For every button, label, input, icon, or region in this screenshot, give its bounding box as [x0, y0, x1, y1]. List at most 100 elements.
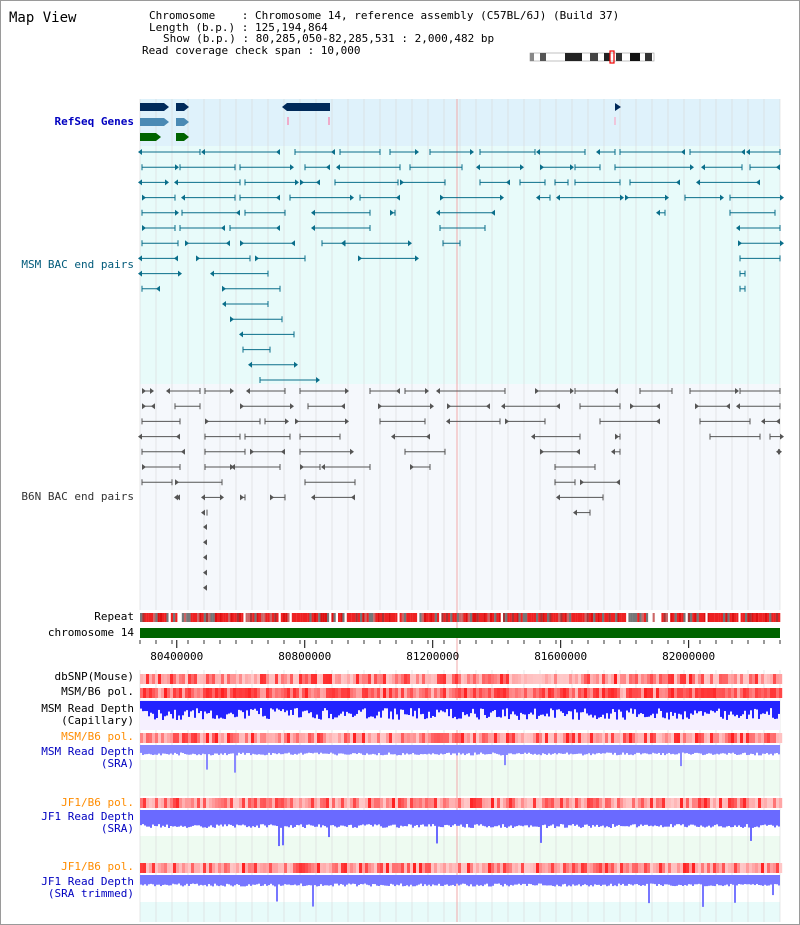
msm-bac-end-marker: [239, 331, 243, 338]
jf1-depth-trim-bar: [222, 875, 224, 886]
dbsnp-heat-cell: [479, 674, 483, 684]
dbsnp-heat-cell: [356, 674, 360, 684]
jf1-b6-pol-trim-heat-cell: [185, 863, 189, 873]
msm-depth-sra-bar: [536, 745, 538, 755]
ideogram-band: [630, 53, 640, 61]
jf1-b6-pol-trim-heat-cell: [155, 863, 159, 873]
jf1-depth-trim-bar: [436, 875, 438, 886]
jf1-b6-pol-heat-cell: [680, 798, 684, 808]
jf1-depth-sra-bar: [642, 810, 644, 826]
jf1-depth-sra-bar: [698, 810, 700, 827]
repeat-element: [184, 613, 187, 622]
track-label-jf1-b6-pol-trimmed: JF1/B6 pol.: [61, 860, 134, 873]
jf1-b6-pol-heat-cell: [254, 798, 258, 808]
jf1-b6-pol-heat-cell: [422, 798, 426, 808]
repeat-element: [344, 613, 347, 622]
jf1-depth-sra-bar: [600, 810, 602, 827]
jf1-b6-pol-heat-cell: [758, 798, 762, 808]
jf1-depth-sra-bar: [150, 810, 152, 828]
dbsnp-heat-cell: [662, 674, 666, 684]
jf1-depth-trim-bar: [634, 875, 636, 885]
b6n-bac-end-marker: [761, 418, 765, 425]
msm-depth-capillary-bar: [728, 701, 730, 715]
jf1-depth-trim-bar: [534, 875, 536, 886]
msm-depth-sra-bar: [226, 745, 228, 756]
jf1-depth-trim-bar: [390, 875, 392, 884]
jf1-depth-trim-bar: [330, 875, 332, 886]
jf1-depth-trim-bar: [352, 875, 354, 884]
dbsnp-heat-cell: [308, 674, 312, 684]
msm-depth-sra-bar: [238, 745, 240, 753]
repeat-element: [278, 613, 281, 622]
msm-b6-pol-sra-heat-cell: [602, 733, 606, 743]
repeat-element: [148, 613, 152, 622]
jf1-b6-pol-heat-cell: [779, 798, 783, 808]
jf1-depth-trim-bar: [208, 875, 210, 885]
msm-depth-capillary-bar: [282, 701, 284, 710]
repeat-element: [243, 613, 246, 622]
msm-depth-sra-bar: [578, 745, 580, 754]
jf1-depth-sra-bar: [646, 810, 648, 825]
track-label-msm-bac[interactable]: MSM BAC end pairs: [21, 258, 134, 271]
msm-depth-capillary-bar: [450, 701, 452, 709]
jf1-b6-pol-heat-cell: [371, 798, 375, 808]
jf1-b6-pol-heat-cell: [233, 798, 237, 808]
msm-depth-capillary-bar: [234, 701, 236, 718]
msm-depth-sra-bar: [748, 745, 750, 755]
dbsnp-heat-cell: [413, 674, 417, 684]
msm-depth-capillary-bar: [332, 701, 334, 720]
jf1-depth-trim-bar: [450, 875, 452, 886]
msm-depth-capillary-bar: [306, 701, 308, 711]
jf1-depth-sra-bar: [194, 810, 196, 826]
repeat-element: [239, 613, 242, 622]
jf1-b6-pol-trim-heat-cell: [200, 863, 204, 873]
repeat-element: [353, 613, 356, 622]
repeat-element: [483, 613, 486, 622]
repeat-element: [410, 613, 413, 622]
msm-depth-capillary-bar: [322, 701, 324, 711]
jf1-b6-pol-trim-heat-cell: [524, 863, 528, 873]
msm-depth-capillary-bar: [176, 701, 178, 720]
jf1-depth-sra-bar: [714, 810, 716, 826]
msm-b6-pol-sra-heat-cell: [662, 733, 666, 743]
msm-b6-pol-sra-heat-cell: [152, 733, 156, 743]
jf1-b6-pol-heat-cell: [572, 798, 576, 808]
repeat-element: [168, 613, 171, 622]
msm-b6-pol-heat-cell: [422, 688, 426, 698]
jf1-b6-pol-heat-cell: [524, 798, 528, 808]
msm-b6-pol-heat-cell: [143, 688, 147, 698]
msm-depth-sra-bar: [248, 745, 250, 754]
dbsnp-heat-cell: [161, 674, 165, 684]
repeat-element: [313, 613, 317, 622]
b6n-bac-end-marker: [142, 403, 146, 410]
msm-bac-end-marker: [436, 209, 440, 216]
track-label-b6n-bac[interactable]: B6N BAC end pairs: [21, 490, 134, 503]
msm-depth-sra-bar: [188, 745, 190, 755]
msm-bac-end-marker: [570, 164, 574, 171]
msm-b6-pol-sra-heat-cell: [365, 733, 369, 743]
track-label-refseq[interactable]: RefSeq Genes: [54, 115, 134, 128]
jf1-depth-trim-bar: [644, 875, 646, 886]
msm-depth-sra-bar: [182, 745, 184, 754]
jf1-b6-pol-heat-cell: [584, 798, 588, 808]
jf1-depth-trim-bar: [720, 875, 722, 886]
jf1-b6-pol-trim-heat-cell: [470, 863, 474, 873]
b6n-bac-end-marker: [396, 388, 400, 394]
repeat-element: [485, 613, 488, 622]
msm-depth-sra-bar: [234, 745, 236, 773]
msm-b6-pol-heat-cell: [203, 688, 207, 698]
jf1-depth-sra-bar: [334, 810, 336, 827]
jf1-b6-pol-heat-cell: [179, 798, 183, 808]
ideogram-band: [645, 53, 652, 61]
msm-b6-pol-heat-cell: [506, 688, 510, 698]
msm-depth-sra-bar: [366, 745, 368, 754]
msm-bac-end-marker: [138, 255, 142, 262]
repeat-element: [520, 613, 523, 622]
msm-b6-pol-heat-cell: [299, 688, 303, 698]
jf1-b6-pol-trim-heat-cell: [641, 863, 645, 873]
repeat-element: [434, 613, 438, 622]
jf1-depth-sra-bar: [562, 810, 564, 825]
gene-strand-arrow: [184, 103, 189, 111]
msm-b6-pol-sra-heat-cell: [425, 733, 429, 743]
